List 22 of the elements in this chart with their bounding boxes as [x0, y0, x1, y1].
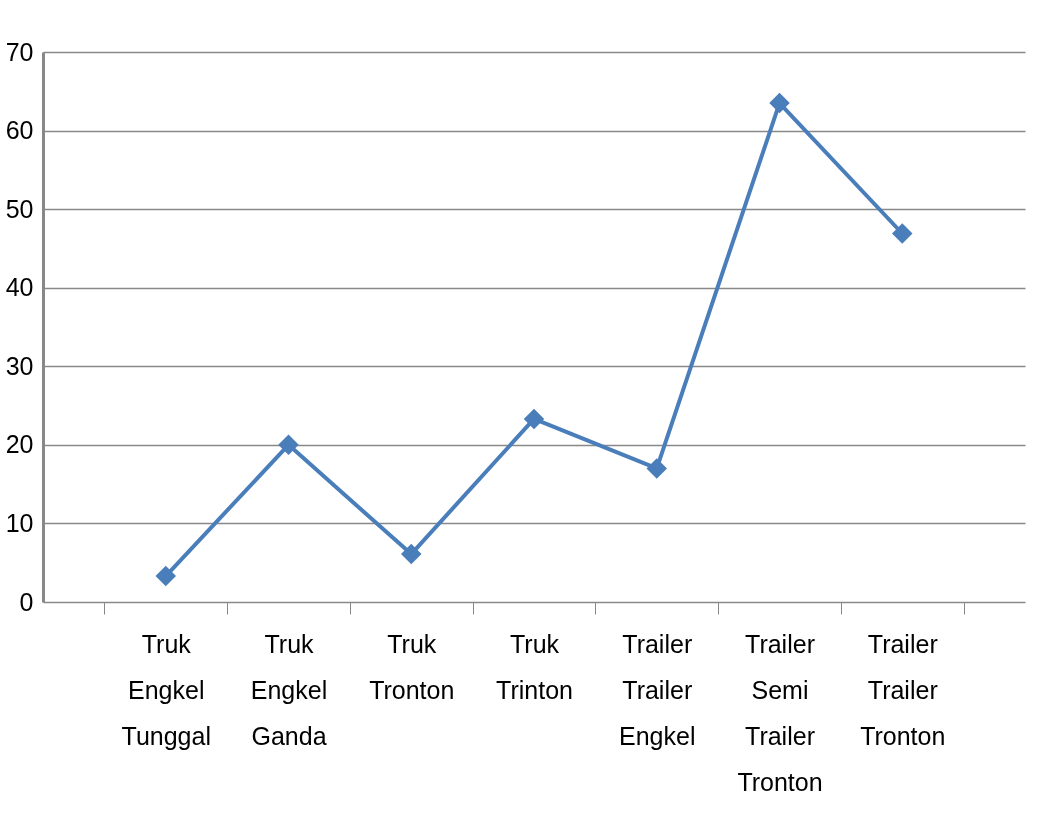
y-tick-label: 40	[5, 273, 34, 302]
x-tick-label: Trailer Semi Trailer Tronton	[737, 629, 823, 796]
x-tick-label: Trailer Trailer Tronton	[860, 629, 946, 750]
y-tick-label: 50	[5, 194, 34, 223]
point	[401, 543, 422, 565]
point	[769, 92, 790, 114]
y-tick-label: 0	[19, 587, 34, 616]
x-tick-label: Trailer Trailer Engkel	[619, 629, 696, 750]
y-tick-label: 60	[5, 116, 34, 145]
point	[892, 223, 913, 244]
x-tick-label: Truk Trinton	[496, 629, 573, 704]
point	[278, 434, 299, 456]
point	[523, 408, 545, 430]
x-tick-label: Truk Engkel Tunggal	[121, 629, 211, 750]
y-tick-label: 10	[5, 508, 34, 537]
x-tick-label: Truk Tronton	[369, 629, 455, 704]
x-tick-label: Truk Engkel Ganda	[250, 629, 328, 750]
point	[155, 565, 176, 587]
y-tick-label: 30	[5, 351, 34, 380]
y-tick-label: 70	[5, 37, 34, 66]
y-tick-label: 20	[5, 430, 34, 459]
point	[646, 458, 667, 479]
